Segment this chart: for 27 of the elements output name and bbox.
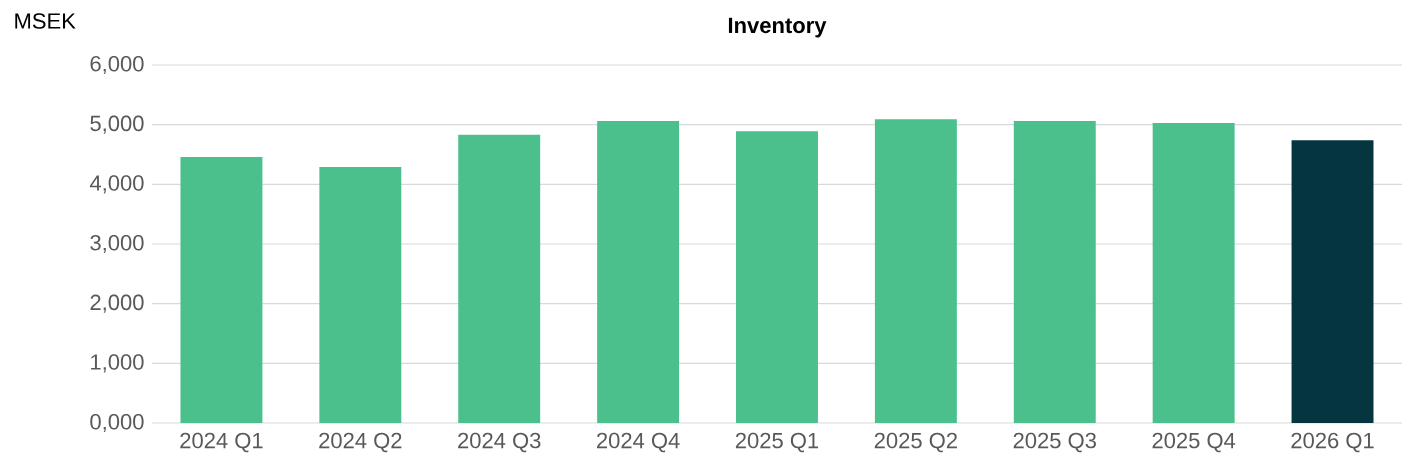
y-tick-label: 6,000: [90, 55, 144, 75]
x-tick-label: 2024 Q4: [597, 432, 680, 453]
bar: [180, 156, 263, 423]
x-tick-label: 2024 Q1: [180, 432, 263, 453]
x-tick-label: 2025 Q2: [874, 432, 957, 453]
y-tick-label: 0,000: [90, 413, 144, 433]
y-tick-label: 4,000: [89, 175, 144, 194]
x-tick-label: 2024 Q3: [458, 432, 541, 453]
y-tick-label: 2,000: [90, 294, 144, 313]
bar: [319, 167, 402, 423]
x-tick-label: 2025 Q4: [1152, 432, 1236, 453]
x-tick-label: 2026 Q1: [1291, 432, 1374, 453]
bar: [736, 131, 818, 423]
bar: [1013, 121, 1096, 423]
x-tick-label: 2025 Q1: [735, 432, 819, 453]
x-tick-label: 2024 Q2: [319, 432, 402, 453]
y-tick-label: 1,000: [91, 354, 144, 373]
bar: [458, 134, 541, 423]
y-tick-label: 5,000: [90, 115, 144, 134]
y-tick-label: 3,000: [90, 234, 144, 254]
chart-title: Inventory: [728, 17, 827, 38]
bar: [1152, 122, 1235, 423]
y-axis-title: MSEK: [15, 13, 76, 29]
bar: [1291, 140, 1374, 423]
bar: [874, 119, 957, 423]
bar: [597, 121, 680, 423]
x-tick-label: 2025 Q3: [1013, 432, 1096, 453]
